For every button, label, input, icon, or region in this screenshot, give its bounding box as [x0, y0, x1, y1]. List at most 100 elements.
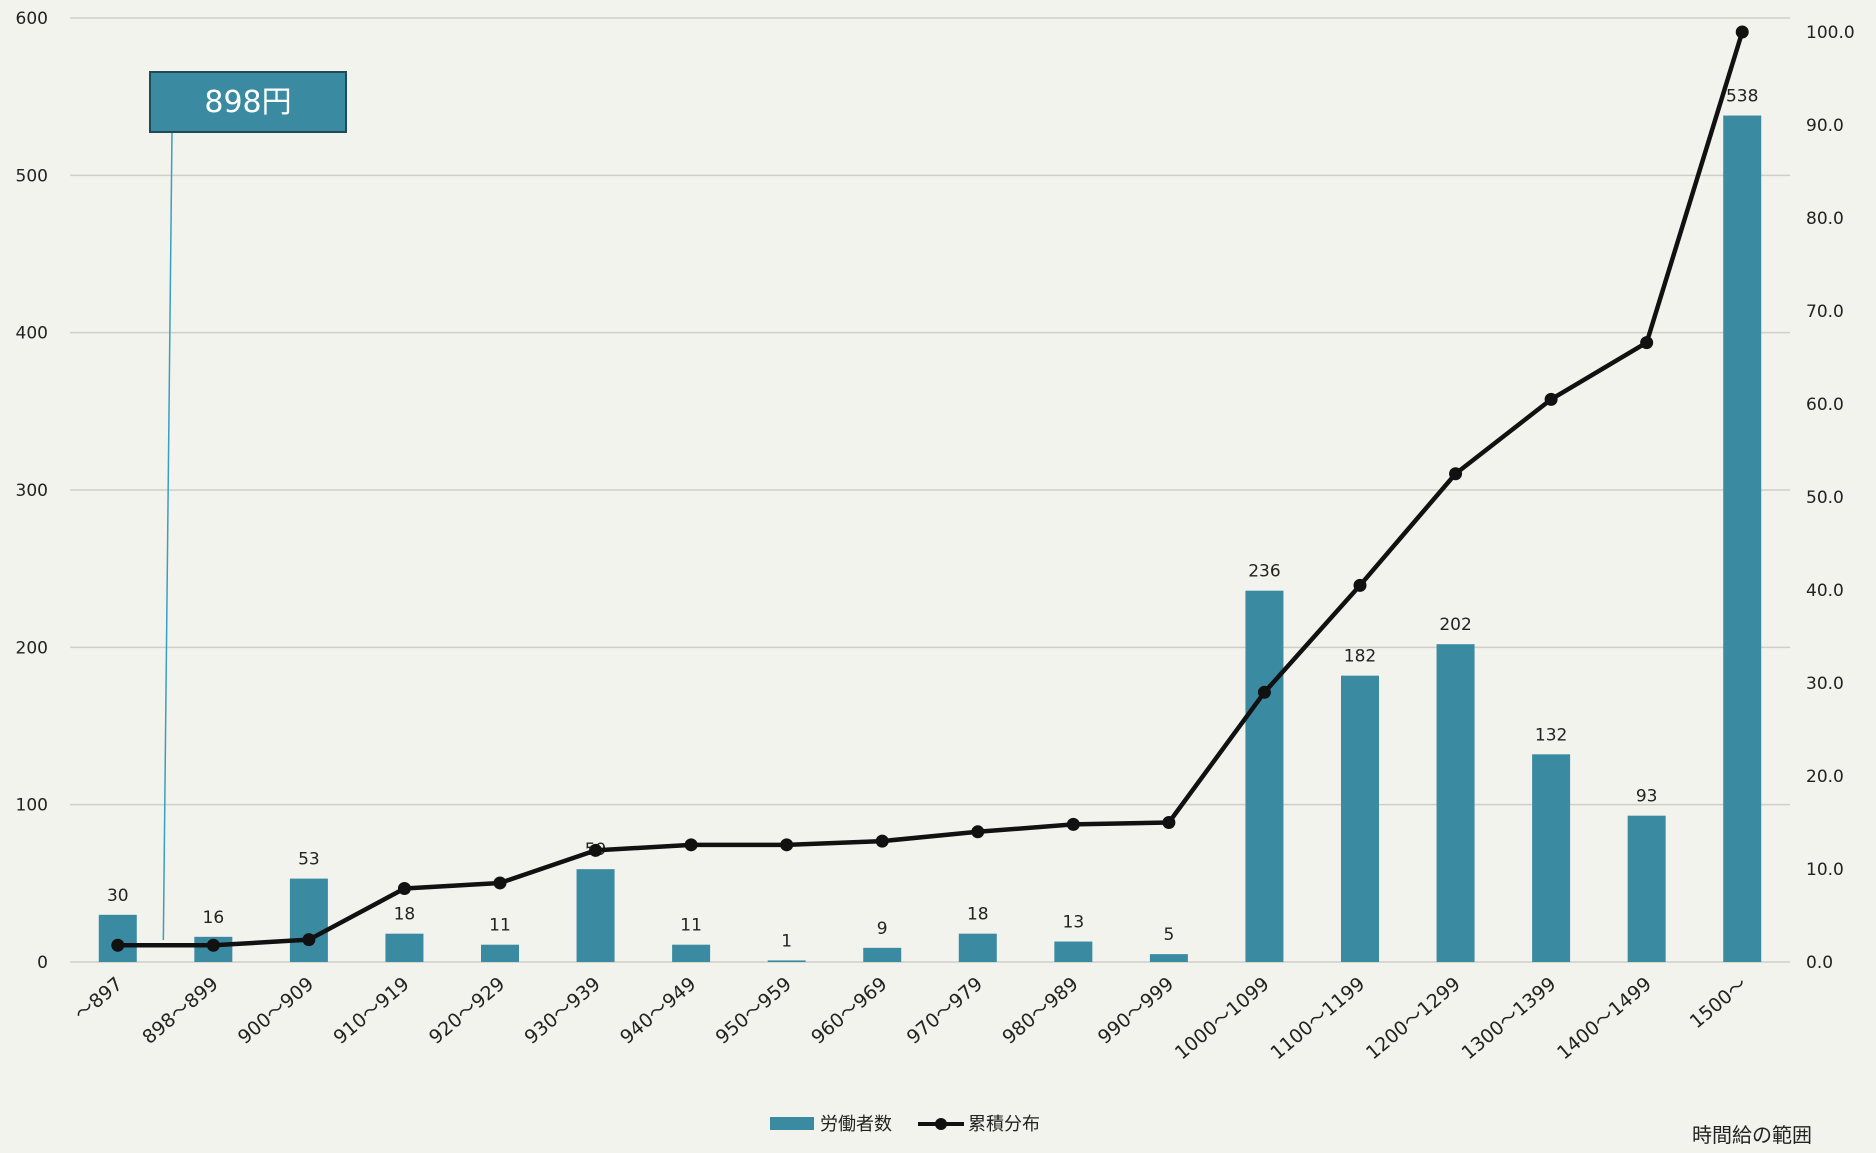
x-tick-label: 940～949	[616, 973, 700, 1049]
line-point	[1449, 467, 1463, 481]
gridlines	[70, 17, 1790, 963]
bar	[98, 914, 137, 962]
annotation-leader-line	[162, 131, 173, 941]
bar	[1532, 754, 1571, 962]
bar-data-label: 202	[1439, 615, 1471, 635]
bar-data-labels: 30165318115911191813523618220213293538	[107, 87, 1758, 952]
left-y-axis: 0 100 200 300 400 500 600	[16, 9, 48, 973]
line-point	[1257, 685, 1271, 699]
line-point	[1735, 25, 1749, 39]
x-tick-label: 1000～1099	[1171, 973, 1274, 1064]
x-tick-label: 1500～	[1686, 973, 1752, 1033]
bar	[1149, 954, 1188, 962]
bar	[863, 947, 902, 962]
bar-data-label: 538	[1726, 87, 1758, 107]
x-tick-label: 980～989	[998, 973, 1082, 1049]
x-tick-label: ～897	[71, 973, 127, 1025]
cumulative-line	[117, 31, 1745, 948]
x-tick-label: 960～969	[807, 973, 891, 1049]
bar-data-label: 13	[1063, 913, 1085, 933]
bar	[576, 869, 615, 962]
x-tick-label: 900～909	[234, 973, 318, 1049]
line-point	[1162, 816, 1176, 829]
x-tick-label: 1400～1499	[1553, 973, 1656, 1064]
right-tick-label: 10.0	[1806, 860, 1844, 880]
line-point	[206, 938, 220, 952]
right-tick-label: 30.0	[1806, 674, 1844, 694]
x-tick-label: 1200～1299	[1362, 973, 1465, 1064]
bar-data-label: 9	[877, 919, 888, 939]
line-point	[111, 938, 125, 952]
annotation-box	[149, 71, 347, 133]
bar	[385, 933, 424, 962]
bar	[289, 878, 328, 962]
bar-data-label: 1	[781, 931, 792, 951]
line-series	[111, 25, 1749, 952]
right-tick-label: 50.0	[1806, 488, 1844, 508]
legend-line-label: 累積分布	[968, 1114, 1040, 1135]
line-point	[1544, 392, 1558, 406]
line-point	[493, 876, 507, 890]
left-tick-label: 200	[16, 638, 48, 658]
x-tick-label: 1300～1399	[1458, 973, 1561, 1064]
x-tick-label: 990～999	[1094, 973, 1178, 1049]
bar-data-label: 53	[298, 850, 320, 870]
line-point	[875, 834, 889, 848]
line-point	[1353, 578, 1367, 592]
x-tick-label: 1100～1199	[1266, 973, 1369, 1064]
x-tick-label: 920～929	[425, 973, 509, 1049]
bar-data-label: 18	[967, 905, 989, 925]
bar-data-label: 18	[394, 905, 416, 925]
bar-data-label: 16	[203, 908, 225, 928]
bar-data-label: 5	[1163, 925, 1174, 945]
left-tick-label: 300	[16, 481, 48, 501]
right-tick-label: 80.0	[1806, 209, 1844, 229]
line-point	[1066, 817, 1080, 831]
x-axis-title: 時間給の範囲	[1692, 1123, 1812, 1147]
legend-bar-swatch	[770, 1117, 814, 1130]
right-tick-label: 70.0	[1806, 302, 1844, 322]
bar	[1341, 675, 1379, 962]
bar-data-label: 182	[1344, 647, 1376, 667]
x-tick-label: 970～979	[903, 973, 987, 1049]
line-point	[780, 838, 794, 852]
bar	[958, 933, 997, 962]
right-tick-label: 40.0	[1806, 581, 1844, 601]
line-point	[397, 882, 411, 896]
bar	[1723, 115, 1762, 962]
bar	[1436, 644, 1475, 962]
line-point	[302, 933, 316, 947]
bar-data-label: 30	[107, 886, 129, 906]
x-tick-label: 950～959	[712, 973, 796, 1049]
right-tick-label: 60.0	[1806, 395, 1844, 415]
bar-data-label: 132	[1535, 725, 1567, 745]
right-tick-label: 90.0	[1806, 116, 1844, 136]
legend: 労働者数 累積分布	[770, 1114, 1040, 1135]
bar	[481, 944, 519, 962]
annotation-label: 898円	[204, 85, 291, 120]
x-tick-label: 898～899	[138, 973, 222, 1049]
bar-data-label: 93	[1636, 787, 1658, 807]
bar	[1627, 815, 1666, 962]
right-tick-label: 100.0	[1806, 23, 1855, 43]
bar-series	[98, 115, 1762, 962]
left-tick-label: 500	[16, 166, 48, 186]
bar-data-label: 11	[489, 916, 511, 936]
right-tick-label: 20.0	[1806, 767, 1844, 787]
annotation-callout: 898円	[149, 71, 347, 941]
bar-data-label: 11	[680, 916, 702, 936]
right-tick-label: 0.0	[1806, 953, 1833, 973]
left-tick-label: 100	[16, 796, 48, 816]
line-point	[684, 838, 698, 852]
x-axis: ～897 898～899 900～909 910～919 920～929 930～939 9…	[71, 973, 1752, 1064]
right-y-axis: 0.0 10.0 20.0 30.0 40.0 50.0 60.0 70.0 80.0 90.0 1…	[1806, 23, 1855, 973]
left-tick-label: 400	[16, 324, 48, 344]
bar	[767, 960, 806, 962]
line-point	[1640, 336, 1654, 350]
left-tick-label: 600	[16, 9, 48, 29]
line-point	[589, 843, 603, 857]
legend-bar-label: 労働者数	[820, 1114, 892, 1135]
bar-data-label: 236	[1248, 562, 1280, 582]
